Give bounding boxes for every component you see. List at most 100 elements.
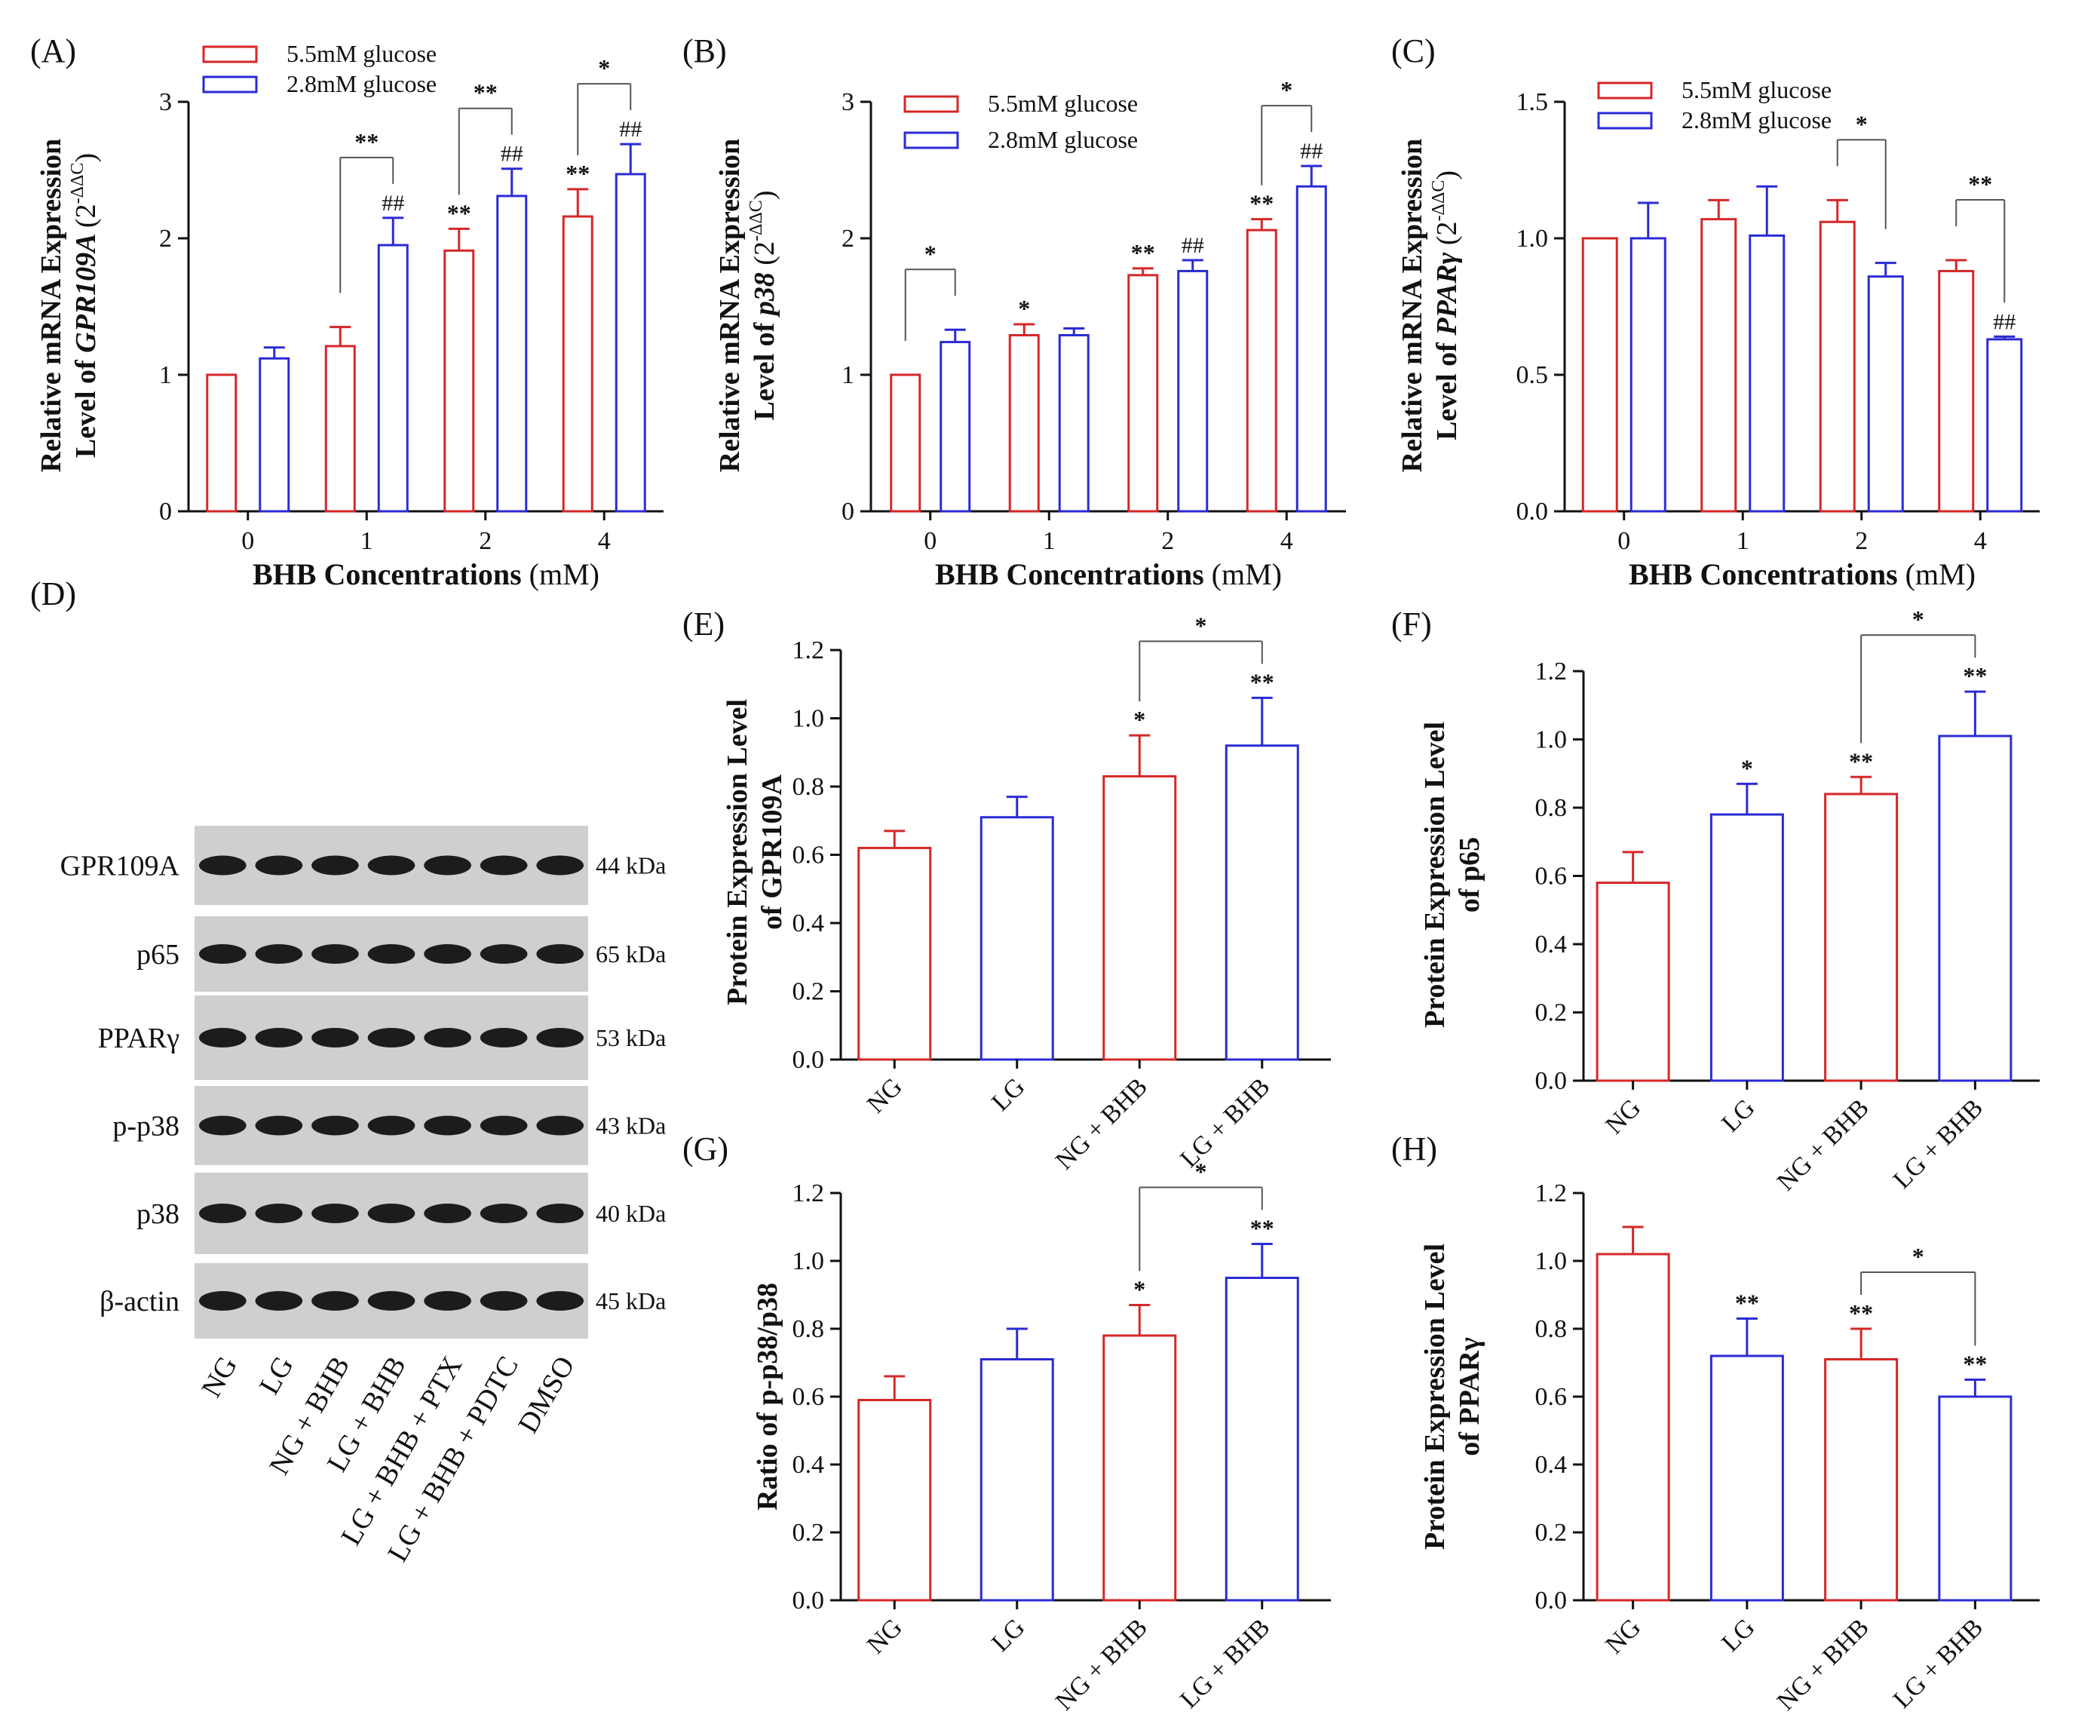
blot-band [536,855,584,876]
panel-label: (B) [682,32,727,69]
y-label-line1: Relative mRNA Expression [714,139,746,473]
panel-label: (C) [1391,32,1436,69]
y-tick-label: 1.0 [792,705,825,733]
significance-mark: ** [1849,1299,1873,1327]
blot-band [198,1115,247,1136]
blot-protein-label: GPR109A [60,851,180,882]
bracket-significance: ** [354,128,379,155]
y-tick-label: 1.2 [1535,1179,1568,1207]
blot-band [536,944,584,964]
legend-label: 5.5mM glucose [287,40,437,67]
x-tick-label: LG [1716,1613,1760,1657]
x-tick-label: 1 [1043,527,1056,555]
y-tick-label: 0.8 [1535,794,1568,822]
bar [1581,237,1618,513]
x-tick-label: LG [986,1072,1030,1116]
y-label-gene: GPR109A [70,228,102,353]
significance-mark: ** [1249,190,1274,217]
x-tick-label: 2 [1161,527,1174,555]
bracket-significance: * [598,54,610,81]
y-label-gene: PPARγ [1431,245,1463,336]
y-label-line1: Ratio of p-p38/p38 [752,1283,783,1511]
y-label-prefix: Level of [749,315,780,420]
blot-kda-label: 65 kDa [596,940,666,968]
bar [1177,269,1209,513]
x-axis-label: BHB Concentrations (mM) [253,557,599,591]
bracket-significance: ** [474,79,498,106]
y-label-line1: Protein Expression Level [1419,722,1451,1028]
significance-mark: ** [1131,239,1155,266]
blot-band [424,944,471,964]
x-tick-label: 4 [1280,527,1293,555]
y-tick-label: 0.2 [1535,999,1568,1027]
bar [1819,220,1856,513]
y-label-line1: Protein Expression Level [722,699,753,1005]
significance-mark: ** [1250,1215,1274,1242]
significance-mark: ## [1182,233,1204,258]
bracket-significance: * [1912,1243,1924,1270]
significance-mark: ## [382,191,404,216]
blot-band [255,1115,303,1136]
y-axis-label: Protein Expression Level of p65 [1419,722,1485,1028]
blot-band [367,855,415,876]
y-label-line1: Protein Expression Level [1419,1244,1451,1550]
bar [1596,1253,1670,1602]
y-label-line2: Level of PPARγ (2-ΔΔC) [1429,170,1463,440]
significance-mark: ** [1963,662,1987,689]
bar [1225,744,1299,1061]
panel-label: (H) [1391,1130,1437,1167]
x-tick-label: LG + BHB [1175,1613,1275,1713]
panel-label: (F) [1391,606,1432,643]
legend-swatch [202,75,258,94]
x-tick-label: 0 [1617,527,1630,555]
blot-band [255,1028,303,1047]
y-tick-label: 0.0 [1535,1587,1568,1615]
bar [857,1399,932,1602]
y-tick-label: 2 [159,225,172,253]
x-label-bold: BHB Concentrations [935,557,1204,591]
x-tick-label: NG + BHB [1772,1093,1875,1196]
y-label-line1: Relative mRNA Expression [35,139,67,473]
bar [1938,735,2013,1082]
x-tick-label: 1 [360,527,373,555]
y-tick-label: 1 [842,361,854,389]
bar [1102,774,1177,1061]
bar [857,846,932,1061]
blot-band [311,1291,359,1311]
x-tick-label: NG [1600,1613,1646,1659]
panel-H: (H) 0.0 0.2 0.4 0.6 0.8 1.0 1.2 NG ** LG ** NG + BHB… [1391,1130,2040,1716]
bar [1938,269,1975,513]
bar [1986,338,2023,513]
bar [1246,229,1277,513]
y-label-line2: of p65 [1454,837,1485,912]
blot-band [198,855,247,876]
x-tick-label: NG [862,1072,908,1118]
y-tick-label: 0.0 [792,1046,825,1074]
x-label-rest: (mM) [1204,557,1282,591]
y-tick-label: 0.2 [792,978,825,1006]
legend-label: 2.8mM glucose [988,126,1138,153]
legend-label: 5.5mM glucose [988,90,1138,117]
x-tick-label: NG + BHB [1050,1072,1153,1175]
y-label-line1: Relative mRNA Expression [1396,139,1428,473]
blot-band [424,1028,471,1047]
bar [1749,234,1786,513]
y-tick-label: 0.4 [1535,931,1568,958]
y-label-prefix: Level of [1431,336,1463,440]
significance-mark: ** [1849,747,1873,774]
panel-label: (A) [30,32,76,69]
bar [1709,1354,1784,1602]
significance-mark: * [1018,295,1030,322]
y-tick-label: 1.0 [1516,225,1549,253]
x-tick-label: NG [862,1613,908,1659]
blot-lane-label: DMSO [512,1351,581,1439]
y-label-unit-sup: -ΔΔC [1429,180,1449,222]
bar [206,373,238,513]
legend-label: 5.5mM glucose [1682,76,1832,103]
bar [1596,882,1670,1082]
significance-mark: * [1133,706,1145,733]
blot-band [536,1291,584,1311]
panel-D-western-blot: (D) GPR109A 44 kDa p65 65 kDa PPARγ 53 kDa p-p3… [30,575,666,1567]
bar [615,173,646,513]
